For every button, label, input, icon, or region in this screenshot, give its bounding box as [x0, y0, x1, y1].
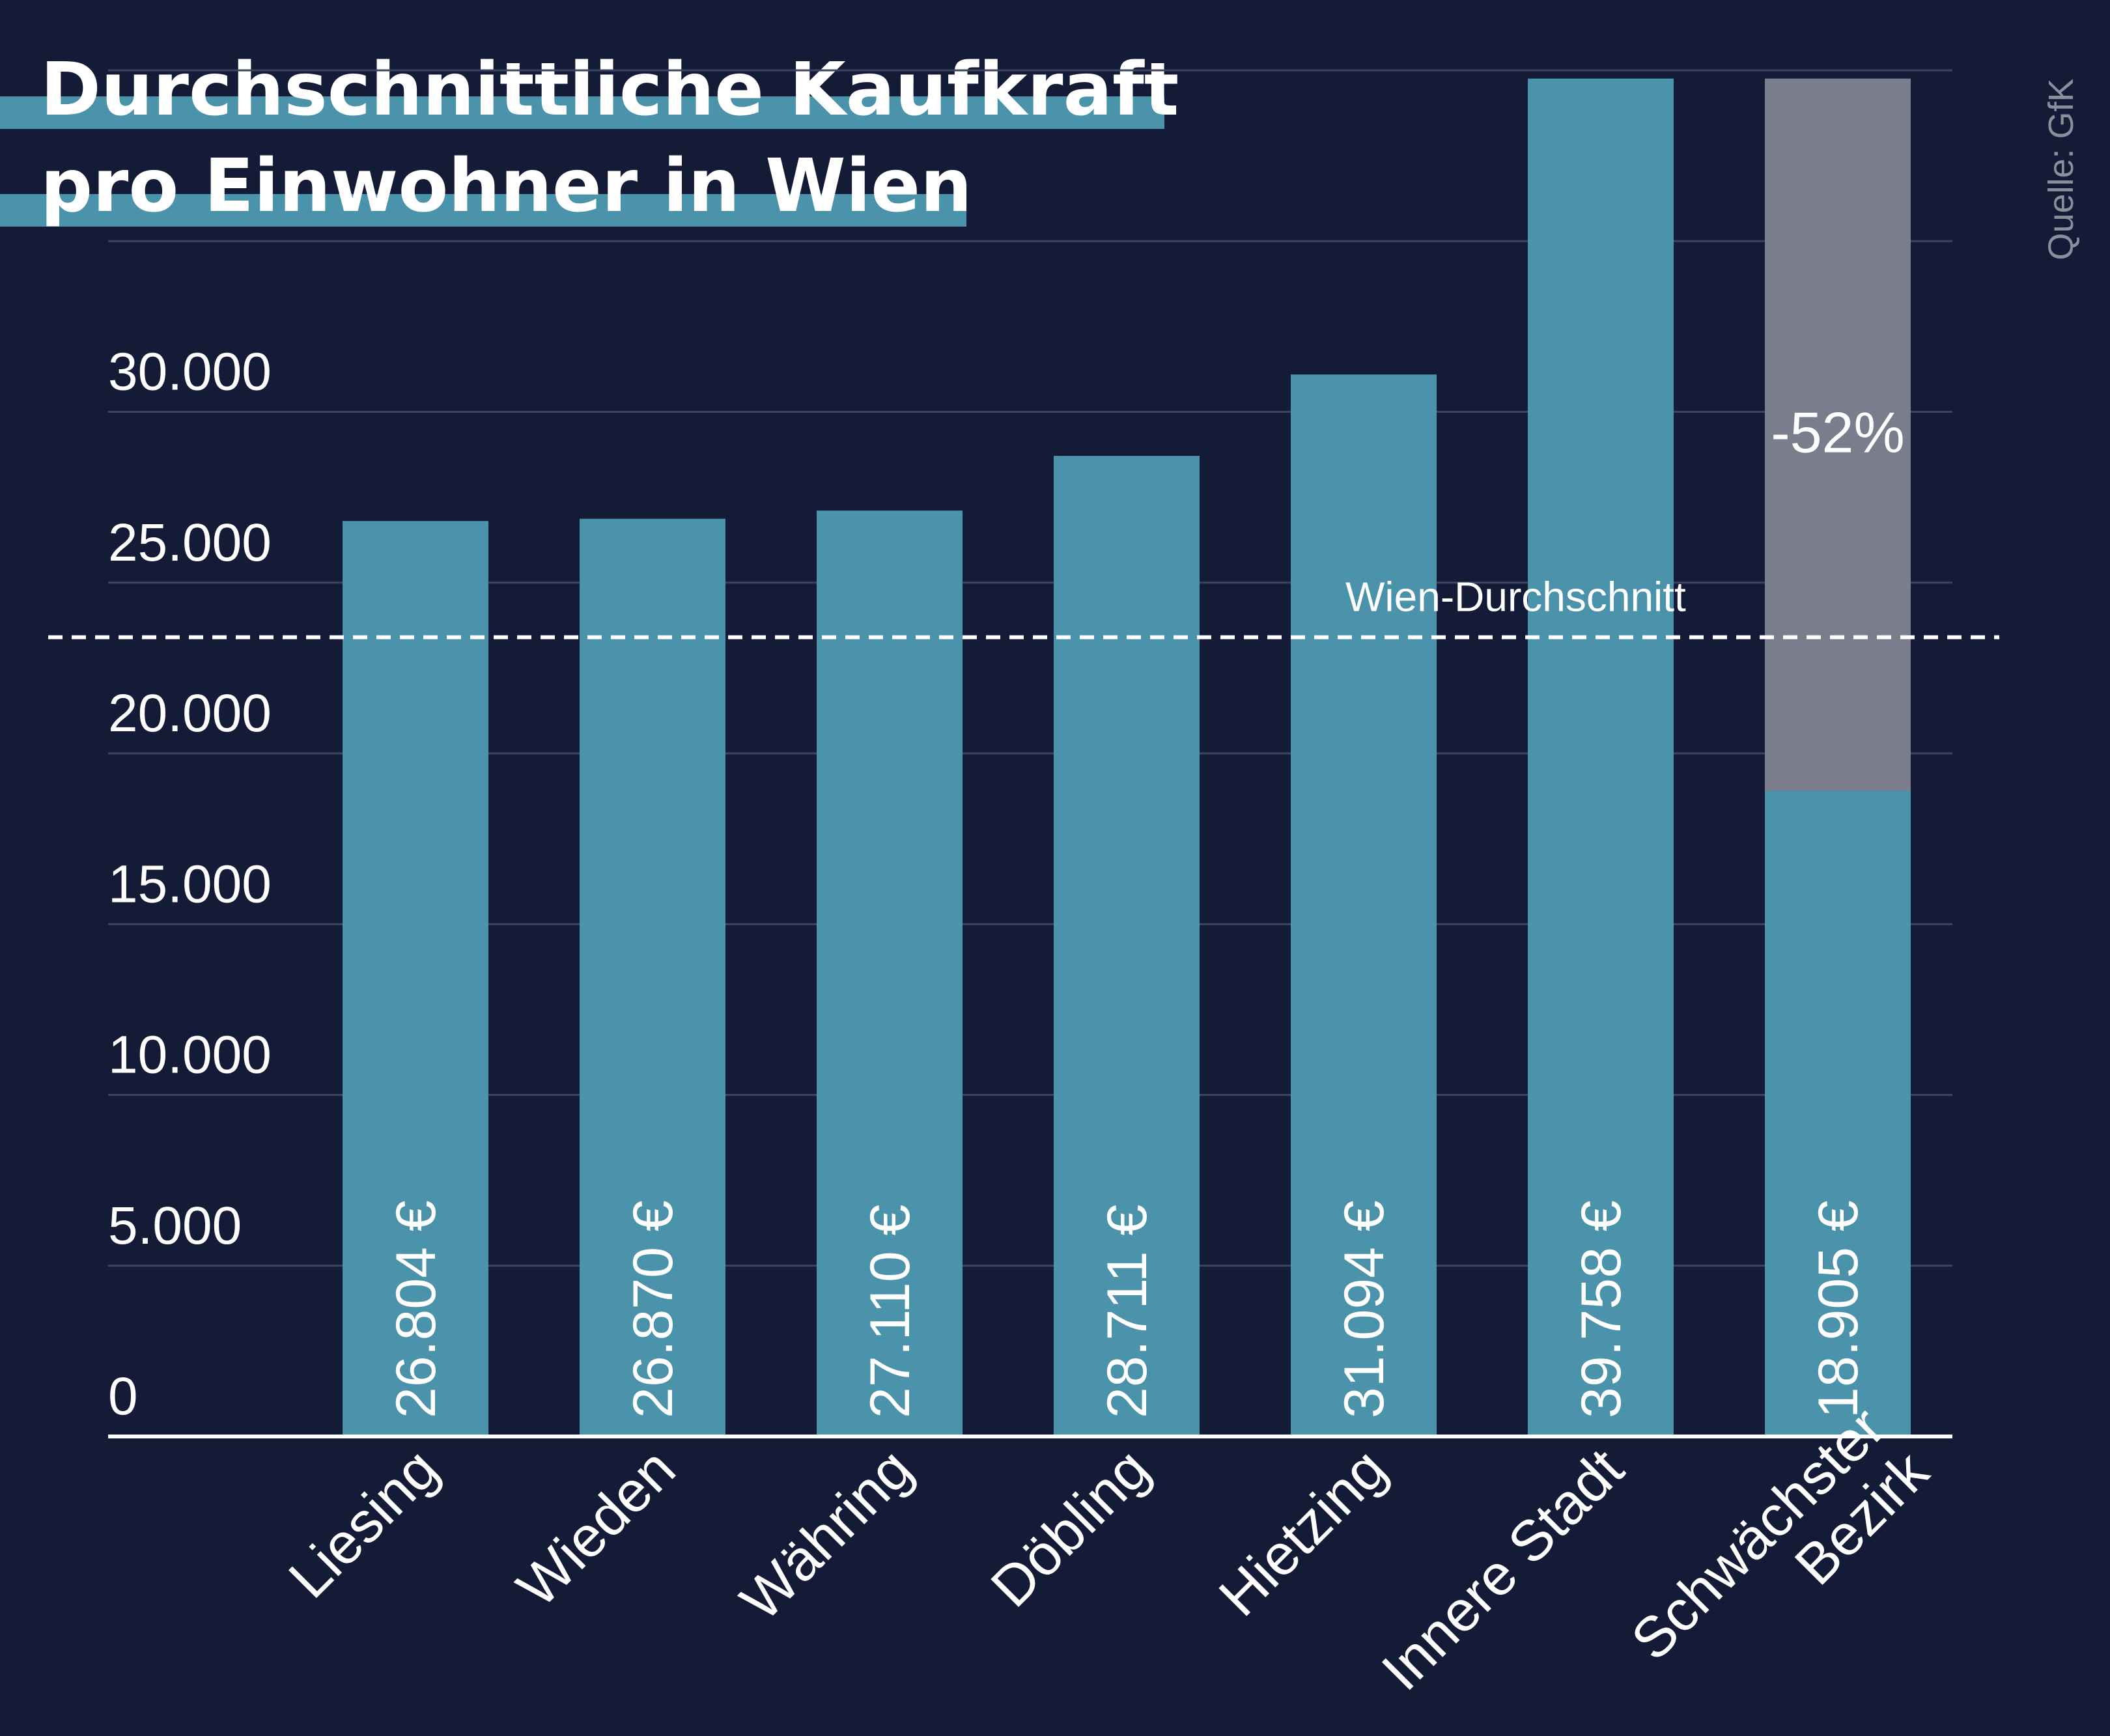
- x-category-label-6: SchwächsterBezirk: [1619, 1394, 1941, 1716]
- x-category-label-0: Liesing: [276, 1436, 450, 1610]
- x-category-label-2: Währing: [728, 1436, 925, 1632]
- value-label-5: 39.758 €: [1570, 1200, 1633, 1418]
- y-tick-label: 15.000: [108, 854, 272, 914]
- value-label-4: 31.094 €: [1333, 1200, 1396, 1418]
- y-tick-label: 30.000: [108, 343, 272, 402]
- average-line-label: Wien-Durchschnitt: [1345, 574, 1686, 621]
- reference-percent-label: -52%: [1771, 400, 1904, 465]
- y-tick-label: 25.000: [108, 513, 272, 572]
- value-label-2: 27.110 €: [859, 1205, 921, 1418]
- x-category-label-5: Innere Stadt: [1369, 1436, 1635, 1702]
- value-label-6: 18.905 €: [1807, 1200, 1870, 1418]
- bar-chart: 0 5.000 10.000 15.000 20.000 25.000 30.000 -52%…: [0, 0, 2110, 1736]
- y-tick-label: 10.000: [108, 1026, 272, 1085]
- value-label-3: 28.711 €: [1096, 1205, 1159, 1418]
- x-category-label-3: Döbling: [978, 1436, 1161, 1619]
- x-category-label-1: Wieden: [504, 1436, 687, 1619]
- value-label-1: 26.870 €: [622, 1200, 684, 1418]
- y-tick-label: 0: [108, 1367, 138, 1426]
- y-tick-label: 20.000: [108, 684, 272, 743]
- value-label-0: 26.804 €: [385, 1200, 447, 1418]
- x-category-label-4: Hietzing: [1207, 1436, 1399, 1628]
- y-tick-label: 5.000: [108, 1196, 242, 1255]
